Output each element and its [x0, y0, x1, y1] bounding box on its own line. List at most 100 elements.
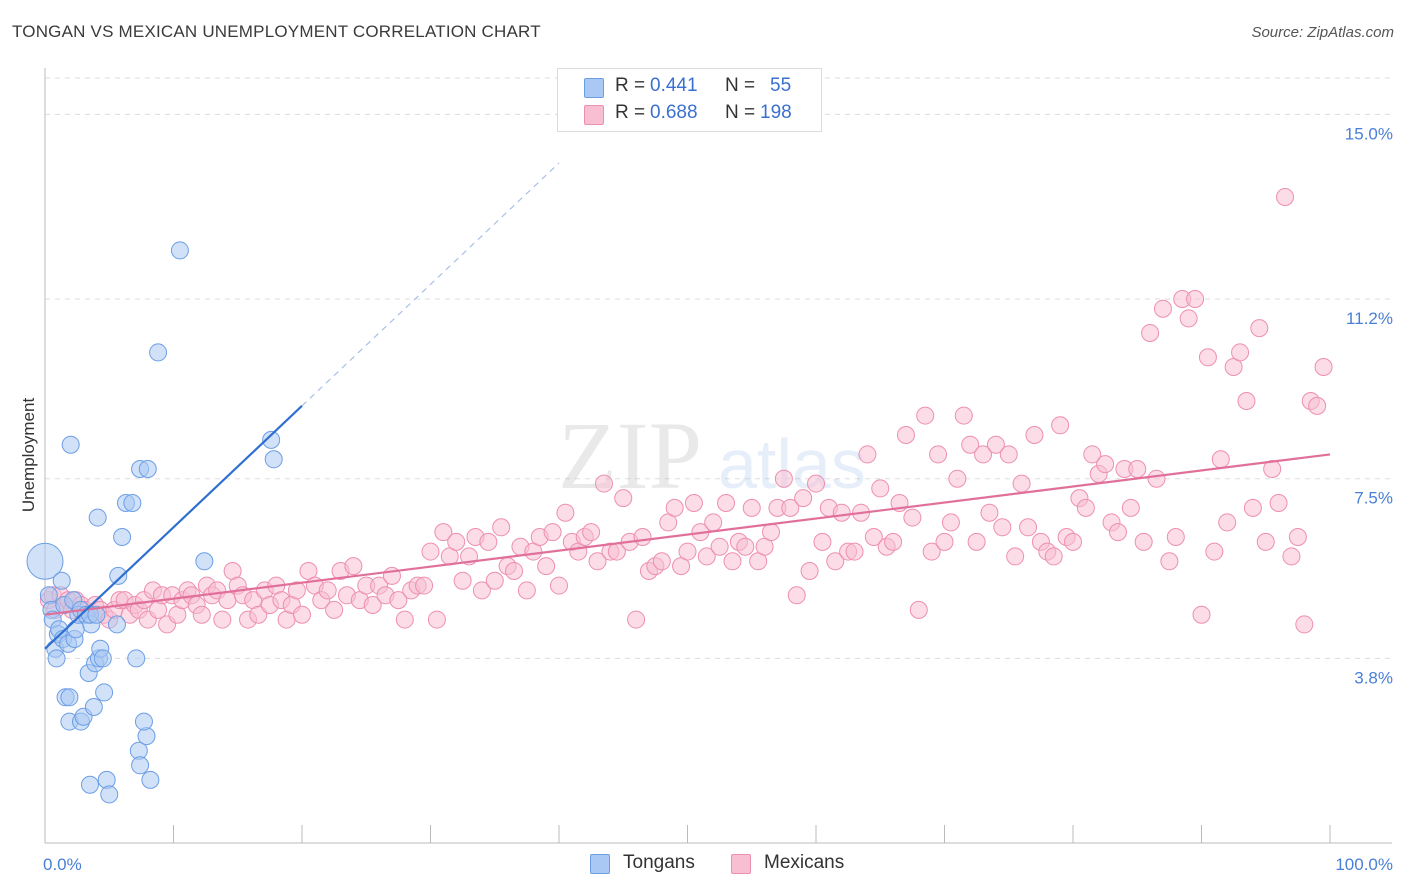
mexican-point — [537, 557, 556, 576]
mexican-point — [871, 479, 890, 498]
mexican-point — [1134, 532, 1153, 551]
mexican-point — [485, 571, 504, 590]
mexican-point — [1051, 416, 1070, 435]
mexican-point — [858, 445, 877, 464]
mexican-point — [980, 503, 999, 522]
mexican-point — [948, 469, 967, 488]
mexican-point — [479, 532, 498, 551]
axes — [44, 68, 1392, 844]
mexican-point — [704, 513, 723, 532]
mexican-point — [192, 605, 211, 624]
mexican-point — [633, 528, 652, 546]
tongan-point — [88, 508, 107, 527]
mexican-point — [929, 445, 948, 464]
mexican-point — [1250, 319, 1269, 338]
mexican-point — [588, 552, 607, 571]
mexican-point — [293, 605, 311, 624]
mexican-point — [1243, 498, 1262, 517]
mexican-point — [344, 557, 363, 576]
mexican-point — [774, 469, 793, 488]
stats-legend: R = 0.441 N = 55 R = 0.688 N = 198 — [557, 68, 822, 132]
mexican-point — [1186, 290, 1205, 308]
mexican-point — [652, 552, 671, 571]
mexican-point — [961, 435, 980, 454]
mexican-point — [896, 426, 915, 444]
tongan-point — [170, 241, 189, 260]
mexican-point — [916, 406, 935, 425]
mexican-point — [678, 542, 697, 561]
mexican-point — [1153, 299, 1172, 318]
mexican-point — [287, 581, 306, 600]
tongan-point — [138, 460, 157, 478]
tongan-point — [123, 494, 142, 512]
legend-n-label: N = — [725, 102, 756, 123]
mexican-point — [325, 600, 344, 619]
mexican-point — [627, 610, 646, 629]
legend-n-value: 55 — [770, 75, 792, 96]
y-tick-label: 11.2% — [1346, 309, 1393, 328]
mexican-point — [800, 562, 819, 580]
x-tick-label: 100.0% — [1335, 855, 1393, 874]
watermark-atlas: atlas — [718, 425, 866, 503]
mexican-point — [434, 523, 453, 542]
tongan-point — [100, 785, 119, 804]
legend-swatch-tongans — [584, 78, 604, 98]
mexican-point — [594, 474, 613, 493]
tongan-point — [264, 450, 283, 469]
mexican-point — [1147, 469, 1166, 488]
mexican-point — [986, 435, 1005, 454]
tongan-point — [87, 605, 106, 624]
mexican-point — [717, 494, 736, 512]
mexican-point — [389, 591, 408, 610]
mexican-point — [1295, 615, 1314, 634]
tongan-point — [134, 712, 153, 731]
mexican-point — [1211, 450, 1230, 469]
mexican-point — [781, 498, 800, 517]
mexican-point — [517, 581, 536, 600]
mexican-point — [909, 600, 928, 619]
tongan-point — [141, 770, 160, 789]
mexican-point — [505, 562, 524, 580]
mexican-point — [1096, 455, 1115, 474]
x-tick-label: 0.0% — [43, 855, 82, 874]
tongan-point — [84, 698, 103, 716]
mexican-point — [1308, 396, 1327, 415]
mexican-point — [826, 552, 845, 571]
mexican-point — [884, 532, 903, 551]
mexican-point — [213, 610, 232, 629]
mexican-point — [1044, 547, 1063, 566]
tongan-point — [113, 528, 132, 546]
mexican-point — [813, 532, 832, 551]
mexican-point — [1218, 513, 1237, 532]
mexican-point — [1019, 518, 1038, 537]
watermark-zip: ZIP — [558, 402, 702, 509]
tongan-point — [61, 435, 80, 454]
mexican-point — [941, 513, 960, 532]
mexican-point — [684, 494, 703, 512]
tongan-point — [26, 542, 64, 580]
mexican-point — [1121, 498, 1140, 517]
mexican-point — [1141, 324, 1160, 342]
tongan-point — [93, 649, 112, 668]
mexican-point — [1192, 605, 1211, 624]
mexican-point — [582, 523, 601, 542]
mexican-point — [1263, 460, 1282, 478]
legend-row-tongans: R = 0.441 N = 55 — [558, 75, 821, 101]
mexican-point — [999, 445, 1018, 464]
tongan-point — [107, 615, 126, 634]
mexican-point — [845, 542, 864, 561]
mexican-point — [794, 489, 813, 508]
tongan-point — [52, 571, 71, 590]
mexican-point — [1160, 552, 1179, 571]
mexican-point — [1314, 358, 1333, 376]
tongan-point — [80, 775, 99, 794]
mexican-point — [421, 542, 440, 561]
mexican-point — [447, 532, 466, 551]
mexican-point — [1231, 343, 1250, 362]
mexican-point — [1128, 460, 1147, 478]
mexican-point — [1064, 532, 1082, 551]
mexican-point — [1288, 528, 1307, 546]
legend-r-value: 0.688 — [650, 102, 698, 123]
grid-lines — [45, 77, 1392, 659]
